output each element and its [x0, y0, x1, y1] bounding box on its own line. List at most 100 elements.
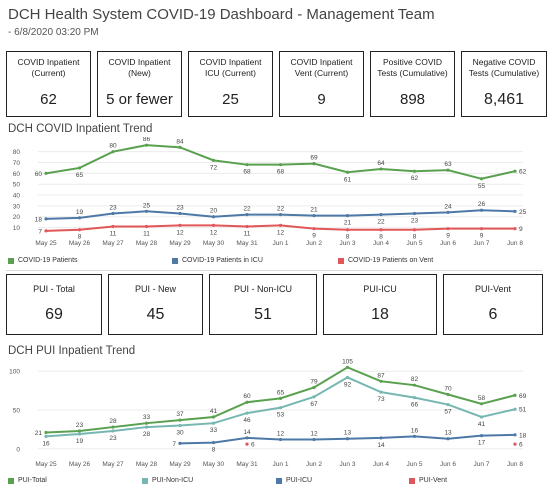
data-label: 9: [446, 233, 450, 240]
data-label: 8: [78, 234, 82, 241]
kpi-pui-icu[interactable]: PUI-ICU 18: [323, 274, 437, 335]
kpi-covid-inpatient-current[interactable]: COVID Inpatient (Current) 62: [6, 51, 91, 117]
legend-covid-icu[interactable]: COVID-19 Patients in ICU: [172, 257, 263, 264]
legend-pui-icu[interactable]: PUI-ICU: [276, 477, 312, 484]
x-tick-label: Jun 3: [340, 240, 356, 247]
data-label: 28: [143, 431, 151, 438]
kpi-value: 8,461: [483, 91, 525, 108]
covid-data-point: [144, 209, 149, 213]
covid-data-point: [345, 214, 350, 218]
data-label: 7: [38, 228, 42, 235]
data-label: 12: [277, 229, 285, 236]
covid-inpatient-trend-chart[interactable]: 10 20 30 40 50 60 70 80 May 25 May 26 May 27 May 28…: [0, 137, 548, 252]
kpi-value: 25: [222, 91, 239, 108]
pui-data-point: [278, 437, 283, 442]
data-label: 7: [172, 441, 176, 448]
data-label: 14: [243, 429, 251, 436]
kpi-covid-inpatient-icu[interactable]: COVID Inpatient ICU (Current) 25: [188, 51, 273, 117]
data-label: 70: [444, 385, 452, 392]
covid-data-point: [312, 227, 316, 231]
covid-data-point: [111, 150, 115, 154]
pui-inpatient-trend-chart[interactable]: 0 50 100 May 25 May 26 May 27 May 28 May 29 May …: [0, 359, 548, 474]
covid-data-point: [77, 216, 82, 220]
data-label: 21: [310, 207, 318, 214]
pui-data-point: [412, 383, 417, 387]
kpi-covid-inpatient-new[interactable]: COVID Inpatient (New) 5 or fewer: [97, 51, 182, 117]
legend-covid-patients[interactable]: COVID-19 Patients: [8, 257, 78, 264]
pui-data-point: [278, 396, 283, 400]
data-label: 11: [244, 230, 251, 237]
kpi-covid-inpatient-vent[interactable]: COVID Inpatient Vent (Current) 9: [279, 51, 364, 117]
data-label: 62: [519, 169, 527, 176]
legend-pui-total[interactable]: PUI-Total: [8, 477, 47, 484]
covid-data-point: [245, 224, 249, 229]
kpi-label: Negative COVID Tests (Cumulative): [468, 57, 540, 78]
pui-data-point: [412, 395, 417, 400]
pui-data-point: [379, 379, 383, 383]
kpi-label: PUI - New: [134, 284, 176, 294]
x-tick-label: May 27: [102, 461, 124, 468]
kpi-pui-vent[interactable]: PUI-Vent 6: [443, 274, 543, 335]
pui-data-point: [245, 411, 249, 415]
data-label: 23: [109, 435, 117, 442]
kpi-pui-new[interactable]: PUI - New 45: [108, 274, 203, 335]
data-label: 41: [478, 421, 486, 428]
data-label: 41: [210, 408, 218, 415]
data-label: 33: [143, 414, 151, 421]
data-label: 79: [310, 379, 318, 386]
pui-data-point: [44, 434, 48, 438]
legend-swatch: [8, 477, 14, 484]
covid-data-point: [178, 211, 182, 216]
data-label: 12: [210, 229, 218, 236]
covid-data-point: [211, 158, 216, 162]
data-label: 23: [176, 204, 184, 211]
covid-data-point: [77, 228, 82, 232]
data-label: 66: [411, 402, 419, 409]
kpi-label: PUI-Vent: [474, 284, 512, 294]
data-label: 68: [277, 169, 285, 176]
legend-covid-vent[interactable]: COVID-19 Patients on Vent: [338, 257, 433, 264]
kpi-label: PUI - Total: [33, 284, 75, 294]
x-tick-label: Jun 6: [440, 461, 456, 468]
data-label: 57: [444, 409, 452, 416]
data-label: 21: [35, 430, 43, 437]
covid-data-point: [144, 224, 149, 229]
covid-data-point: [412, 211, 417, 216]
pui-data-point: [379, 436, 383, 440]
data-label: 23: [109, 204, 117, 211]
pui-data-point: [479, 402, 484, 406]
covid-data-point: [278, 163, 283, 167]
covid-data-point: [245, 212, 249, 217]
data-label: 18: [519, 432, 527, 439]
kpi-positive-tests[interactable]: Positive COVID Tests (Cumulative) 898: [370, 51, 455, 117]
pui-data-point: [245, 400, 249, 404]
data-label: 18: [35, 216, 43, 223]
legend-label: COVID-19 Patients: [18, 257, 78, 264]
x-tick-label: Jun 1: [273, 461, 289, 468]
kpi-pui-total[interactable]: PUI - Total 69: [6, 274, 102, 335]
legend-swatch: [276, 477, 282, 484]
y-tick-label: 30: [13, 203, 21, 210]
data-label: 23: [76, 422, 84, 429]
covid-data-point: [379, 212, 383, 217]
data-label: 33: [210, 427, 218, 434]
covid-data-point: [312, 214, 316, 218]
kpi-pui-non-icu[interactable]: PUI - Non-ICU 51: [209, 274, 317, 335]
kpi-label: COVID Inpatient (Current): [17, 57, 80, 78]
kpi-value: 898: [399, 91, 426, 108]
data-label: 22: [377, 219, 385, 226]
kpi-negative-tests[interactable]: Negative COVID Tests (Cumulative) 8,461: [461, 51, 547, 117]
data-label: 80: [109, 143, 117, 150]
data-label: 63: [444, 161, 452, 168]
data-label: 87: [377, 372, 385, 379]
legend-pui-non-icu[interactable]: PUI-Non-ICU: [142, 477, 193, 484]
x-tick-label: May 27: [102, 240, 124, 247]
data-label: 13: [444, 430, 452, 437]
data-label: 6: [519, 442, 523, 449]
pui-data-point: [513, 393, 517, 397]
pui-data-point: [44, 430, 48, 435]
data-label: 64: [377, 160, 385, 167]
legend-pui-vent[interactable]: PUI-Vent: [409, 477, 447, 484]
kpi-value: 5 or fewer: [106, 91, 173, 108]
covid-data-point: [44, 171, 48, 175]
